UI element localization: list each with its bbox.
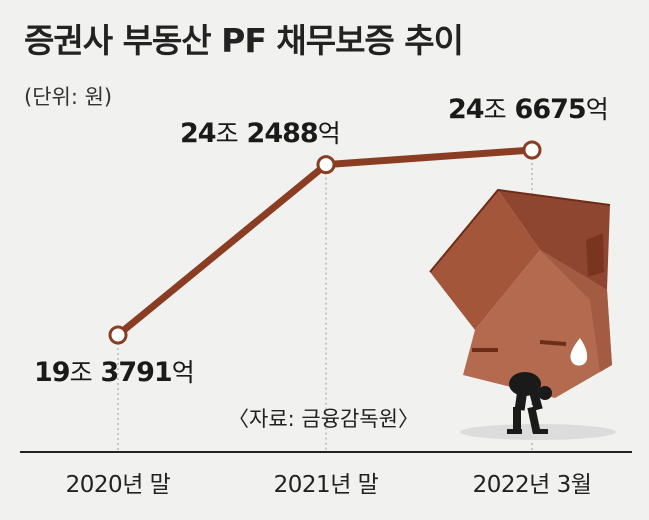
x-tick-label: 2022년 3월 [473,472,592,498]
house-carried-on-back-of-person-icon [429,188,616,440]
data-point [522,140,542,160]
data-point [108,325,128,345]
chart-title: 증권사 부동산 PF 채무보증 추이 [24,21,463,60]
data-label: 24조 2488억 [180,118,341,149]
data-label: 19조 3791억 [34,357,195,388]
x-tick-label: 2021년 말 [274,472,379,498]
data-point [316,155,336,175]
x-axis-ticks: 2020년 말 2021년 말 2022년 3월 [66,472,592,498]
source-note: 〈자료: 금융감독원〉 [228,407,419,431]
data-label: 24조 6675억 [448,94,609,125]
x-tick-label: 2020년 말 [66,472,171,498]
series-line-group [108,140,542,345]
unit-label: (단위: 원) [24,85,112,109]
data-labels: 19조 3791억 24조 2488억 24조 6675억 [34,94,609,388]
